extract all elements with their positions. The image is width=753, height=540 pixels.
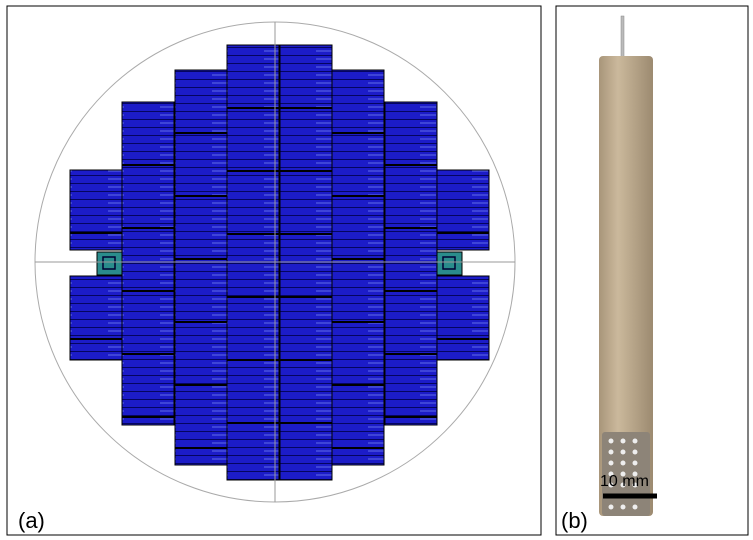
die-column xyxy=(70,170,122,250)
electrode-site xyxy=(609,505,614,510)
electrode-site xyxy=(621,461,626,466)
electrode-site xyxy=(609,450,614,455)
electrode-site xyxy=(621,450,626,455)
probe-photo xyxy=(599,16,653,516)
electrode-site xyxy=(609,461,614,466)
figure: (a) 10 mm (b) xyxy=(0,0,753,540)
die-column xyxy=(437,170,489,250)
electrode-site xyxy=(609,439,614,444)
panel-label: (b) xyxy=(561,508,588,533)
alignment-mark xyxy=(437,252,462,275)
electrode-site xyxy=(633,439,638,444)
die-column xyxy=(175,70,227,465)
probe-wire xyxy=(621,16,624,60)
electrode-site xyxy=(633,461,638,466)
die-column xyxy=(437,276,489,360)
scale-bar-label: 10 mm xyxy=(600,473,649,490)
electrode-site xyxy=(633,505,638,510)
die-column xyxy=(385,102,437,425)
alignment-mark xyxy=(97,252,122,275)
electrode-site xyxy=(621,439,626,444)
electrode-site xyxy=(633,450,638,455)
electrode-site xyxy=(621,505,626,510)
page: {"panels": [{"label": "(a)"}, {"label": … xyxy=(0,0,753,540)
panel-label: (a) xyxy=(18,508,45,533)
die-column xyxy=(70,276,122,360)
die-column xyxy=(332,70,384,465)
die-column xyxy=(122,102,174,425)
